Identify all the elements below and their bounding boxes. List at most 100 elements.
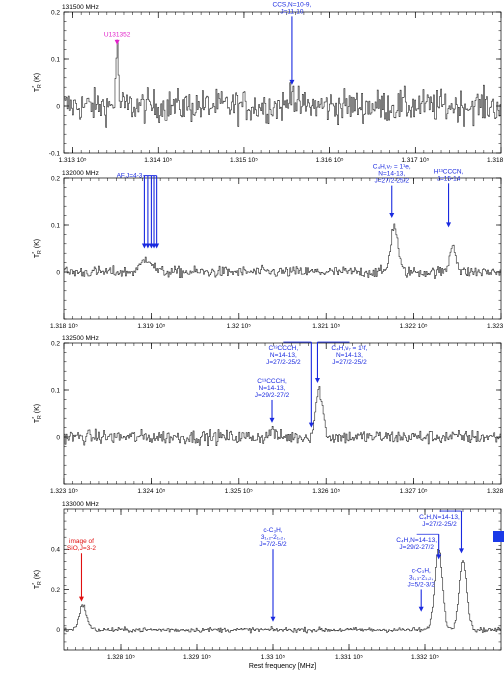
spectrum-panel-1: 131500 MHz T*R (K) 0.2 0.1 0 -0.11.313 10⁵ 1.3… [32, 1, 504, 164]
annotation-label: 3₁,₃-2₁,₂, [409, 574, 434, 581]
y-tick-label: 0.2 [51, 175, 60, 182]
annotation-label: C¹³CCCH, [269, 345, 299, 352]
annotation-label: N=14-13, [259, 385, 286, 392]
spectrum-trace [64, 549, 501, 634]
x-tick-label: 1.325 10⁵ [225, 488, 253, 495]
annotation-label: J=27/2-25/2 [422, 521, 457, 528]
plot-frame [63, 508, 502, 651]
annotation-label: N=14-13, [378, 171, 405, 178]
y-tick-label: 0.1 [51, 222, 60, 229]
annotation-label: SiO,J=3-2 [67, 545, 96, 552]
plot-frame [63, 11, 502, 154]
y-axis-label: T*R (K) [32, 404, 43, 423]
annotation-label: CCS,N=10-9, [273, 1, 312, 8]
x-tick-label: 1.314 10⁵ [144, 157, 172, 164]
x-tick-label: 1.316 10⁵ [316, 157, 344, 164]
frequency-offset-label: 133000 MHz [62, 501, 99, 508]
y-tick-label: 0.4 [51, 547, 60, 554]
y-tick-label: 0 [56, 269, 60, 276]
annotation-arrowhead [141, 243, 147, 249]
spectrum-trace [64, 223, 501, 279]
x-tick-label: 1.321 10⁵ [312, 323, 340, 330]
annotation-arrowhead [418, 606, 424, 612]
annotation-label: J=29/2-27/2 [399, 544, 434, 551]
annotation-arrowhead [314, 377, 320, 383]
annotation-label: c-C₃H, [412, 567, 431, 574]
x-tick-label: 1.329 10⁵ [183, 654, 211, 661]
annotation-label: C₄H,ν₇ = 1¹f, [331, 345, 367, 352]
annotation-label: J=29/2-27/2 [255, 392, 290, 399]
annotation-label: J=5/2-3/2 [408, 581, 436, 588]
frequency-offset-label: 131500 MHz [62, 4, 99, 11]
y-tick-label: 0 [56, 103, 60, 110]
annotation-arrowhead [289, 79, 295, 85]
spectrum-panel-3: 132500 MHz T*R (K) 0.2 0.1 0 1.323 10⁵ 1.324 1… [32, 335, 504, 495]
annotation-label: AF,J=4-3 [117, 173, 143, 180]
annotation-label: J=11-10 [280, 8, 304, 15]
x-tick-label: 1.318 10⁵ [487, 157, 504, 164]
annotation-arrowhead [145, 243, 151, 249]
x-tick-label: 1.317 10⁵ [401, 157, 429, 164]
annotation-arrowhead [78, 596, 84, 602]
x-tick-label: 1.322 10⁵ [400, 323, 428, 330]
spectrum-panel-4: 133000 MHz T*R (K) 0.4 0.2 0 1.328 10⁵ 1.329 1… [32, 501, 502, 670]
x-tick-label: 1.324 10⁵ [137, 488, 165, 495]
x-tick-label: 1.33 10⁵ [261, 654, 286, 661]
annotation-arrowhead [114, 39, 120, 45]
annotation-arrowhead [308, 422, 314, 428]
plot-frame [63, 177, 502, 320]
x-axis-label: Rest frequency [MHz] [249, 663, 316, 670]
x-tick-label: 1.313 10⁵ [59, 157, 87, 164]
annotation-label: C¹³CCCH, [257, 378, 287, 385]
y-tick-label: 0.1 [51, 387, 60, 394]
x-tick-label: 1.32 10⁵ [227, 323, 252, 330]
x-tick-label: 1.326 10⁵ [312, 488, 340, 495]
annotation-label: J=15-14 [437, 175, 461, 182]
annotation-label: U131352 [104, 31, 131, 38]
annotation-arrowhead [458, 548, 464, 554]
annotation-arrowhead [269, 417, 275, 423]
annotation-label: C₄H,N=14-13, [396, 537, 437, 544]
y-axis-label: T*R (K) [32, 570, 43, 589]
x-tick-label: 1.319 10⁵ [137, 323, 165, 330]
x-tick-label: 1.328 10⁵ [107, 654, 135, 661]
spectrum-trace [64, 42, 501, 128]
annotation-arrowhead [270, 616, 276, 622]
annotation-label: C₄H,N=14-13, [419, 514, 460, 521]
annotation-arrowhead [154, 243, 160, 249]
x-tick-label: 1.328 10⁵ [487, 488, 504, 495]
y-axis-label: T*R (K) [32, 73, 43, 92]
annotation-label: C₄H,ν₇ = 1¹e, [373, 164, 411, 171]
annotation-label: N=14-13, [336, 352, 363, 359]
annotation-label: J=27/2-25/2 [332, 359, 367, 366]
annotation-arrowhead [389, 212, 395, 218]
frequency-offset-label: 132500 MHz [62, 335, 99, 342]
x-tick-label: 1.318 10⁵ [50, 323, 78, 330]
annotation-label: image of [69, 538, 94, 545]
annotation-label: c-C₃H, [263, 527, 282, 534]
annotation-label: H¹³CCCN, [434, 168, 464, 175]
y-tick-label: 0.2 [51, 587, 60, 594]
x-tick-label: 1.323 10⁵ [50, 488, 78, 495]
y-tick-label: 0.1 [51, 56, 60, 63]
annotation-arrowhead [446, 222, 452, 228]
y-tick-label: 0.2 [51, 340, 60, 347]
x-tick-label: 1.327 10⁵ [400, 488, 428, 495]
x-tick-label: 1.332 10⁵ [411, 654, 439, 661]
x-tick-label: 1.331 10⁵ [335, 654, 363, 661]
x-tick-label: 1.323 10⁵ [487, 323, 504, 330]
annotation-label: J=27/2-25/2 [374, 178, 409, 185]
y-tick-label: 0 [56, 627, 60, 634]
legend-marker [493, 531, 504, 542]
y-tick-label: -0.1 [49, 150, 61, 157]
annotation-label: J=7/2-5/2 [259, 541, 287, 548]
annotation-label: J=27/2-25/2 [266, 359, 301, 366]
y-axis-label: T*R (K) [32, 239, 43, 258]
x-tick-label: 1.315 10⁵ [230, 157, 258, 164]
spectrum-trace [64, 386, 501, 446]
y-tick-label: 0.2 [51, 9, 60, 16]
annotation-label: 3₁,₂-2₁,₂, [261, 534, 285, 541]
frequency-offset-label: 132000 MHz [62, 170, 99, 177]
annotation-arrowhead [436, 554, 442, 560]
